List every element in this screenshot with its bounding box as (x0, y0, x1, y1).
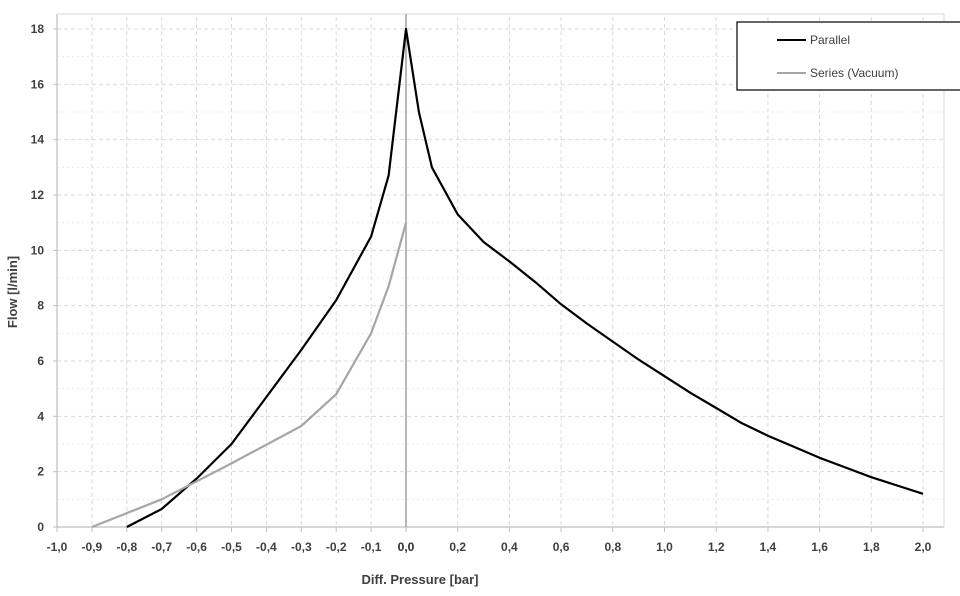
x-tick-label: 0,4 (501, 540, 518, 554)
x-axis-title: Diff. Pressure [bar] (361, 572, 478, 587)
legend-box (736, 21, 960, 91)
x-tick-label: 0,2 (449, 540, 466, 554)
x-tick-label: -0,7 (151, 540, 172, 554)
x-tick-label: -0,5 (221, 540, 242, 554)
x-tick-label: -0,9 (82, 540, 103, 554)
x-tick-label: -0,6 (186, 540, 207, 554)
y-tick-label: 6 (37, 354, 44, 368)
y-axis-title: Flow [l/min] (5, 256, 20, 328)
x-tick-label: 0,6 (553, 540, 570, 554)
y-tick-label: 12 (31, 188, 45, 202)
x-tick-label: 1,4 (760, 540, 777, 554)
x-tick-label: 1,0 (656, 540, 673, 554)
y-tick-label: 10 (31, 243, 45, 257)
y-tick-label: 0 (37, 520, 44, 534)
x-tick-label: 0,0 (398, 540, 415, 554)
y-tick-label: 16 (31, 77, 45, 91)
x-tick-label: 2,0 (915, 540, 932, 554)
x-tick-label: 1,6 (811, 540, 828, 554)
legend-label-parallel: Parallel (810, 33, 850, 47)
x-tick-label: -0,1 (361, 540, 382, 554)
x-tick-label: -1,0 (47, 540, 68, 554)
series-line-parallel (126, 27, 924, 528)
x-tick-label: 0,0 (398, 540, 415, 554)
series-line-series-vacuum (91, 222, 408, 529)
legend: Parallel Series (Vacuum) (736, 21, 960, 91)
y-tick-label: 14 (31, 133, 45, 147)
x-tick-label: -0,2 (326, 540, 347, 554)
axes (53, 13, 945, 532)
series-layer (91, 27, 924, 529)
legend-label-series-vacuum: Series (Vacuum) (810, 66, 898, 80)
y-tick-label: 2 (37, 465, 44, 479)
x-tick-label: 0,8 (604, 540, 621, 554)
x-tick-label: -0,8 (116, 540, 137, 554)
x-tick-label: 1,8 (863, 540, 880, 554)
y-tick-label: 8 (37, 299, 44, 313)
x-tick-label: -0,4 (256, 540, 277, 554)
y-tick-label: 18 (31, 22, 45, 36)
y-tick-label: 4 (37, 409, 44, 423)
x-tick-label: 1,2 (708, 540, 725, 554)
gridlines (57, 17, 944, 527)
x-tick-label: -0,3 (291, 540, 312, 554)
